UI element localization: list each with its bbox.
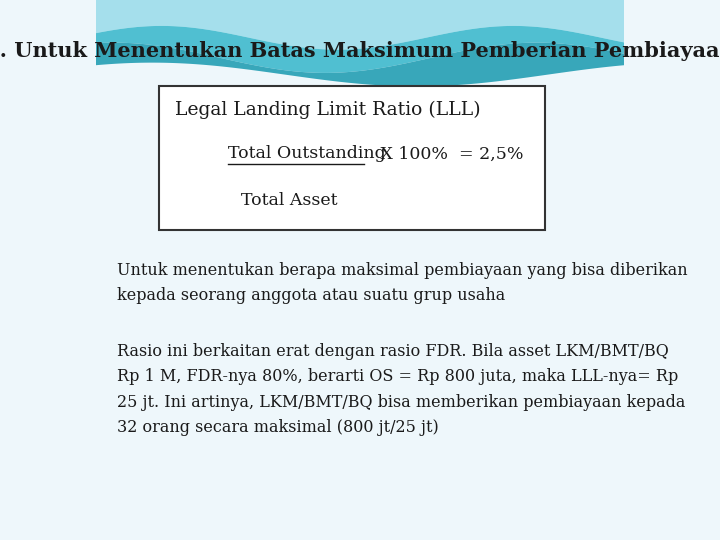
Text: Rasio ini berkaitan erat dengan rasio FDR. Bila asset LKM/BMT/BQ
Rp 1 M, FDR-nya: Rasio ini berkaitan erat dengan rasio FD… bbox=[117, 343, 685, 436]
Text: X 100%  = 2,5%: X 100% = 2,5% bbox=[364, 145, 523, 163]
Text: Legal Landing Limit Ratio (LLL): Legal Landing Limit Ratio (LLL) bbox=[175, 101, 481, 119]
Text: Untuk menentukan berapa maksimal pembiayaan yang bisa diberikan
kepada seorang a: Untuk menentukan berapa maksimal pembiay… bbox=[117, 262, 688, 305]
Polygon shape bbox=[96, 26, 624, 73]
Text: Total Asset: Total Asset bbox=[241, 192, 338, 210]
Polygon shape bbox=[96, 0, 624, 50]
Polygon shape bbox=[96, 43, 624, 86]
Text: 6. Untuk Menentukan Batas Maksimum Pemberian Pembiayaan: 6. Untuk Menentukan Batas Maksimum Pembe… bbox=[0, 41, 720, 62]
Text: Total Outstanding: Total Outstanding bbox=[228, 145, 386, 163]
FancyBboxPatch shape bbox=[159, 86, 545, 230]
